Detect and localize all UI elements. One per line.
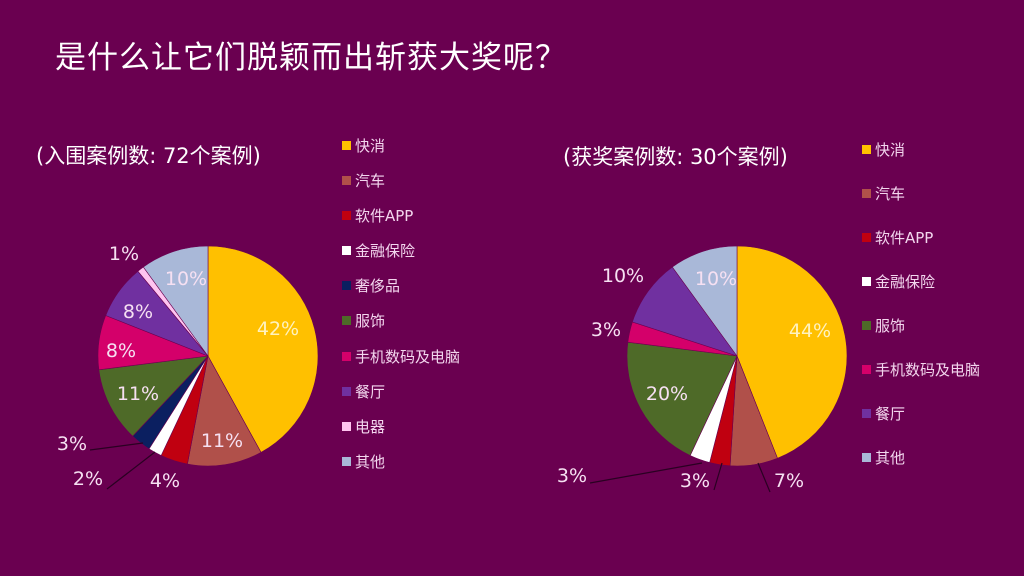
legend-label: 金融保险 [355, 242, 416, 261]
legend-item: 汽车 [862, 184, 980, 203]
legend-label: 金融保险 [875, 272, 936, 291]
data-label: 3% [57, 433, 87, 455]
data-label: 3% [591, 319, 621, 341]
legend-label: 电器 [355, 418, 386, 436]
legend-swatch [862, 320, 871, 330]
legend-swatch [862, 408, 871, 418]
pie-slice [207, 245, 319, 453]
legend-item: 餐厅 [862, 404, 980, 423]
data-label: 3% [680, 470, 710, 492]
legend-swatch [342, 140, 351, 150]
chart-2-legend: 快消汽车软件APP 金融保险服饰手机数码及电脑 餐厅其他 [862, 141, 980, 493]
legend-label: 汽车 [875, 184, 906, 203]
slide-title: 是什么让它们脱颖而出斩获大奖呢？ [55, 40, 567, 76]
legend-item: 快消 [342, 136, 460, 155]
legend-item: 软件APP [862, 228, 980, 247]
data-label: 44% [789, 320, 831, 342]
leader-line [89, 442, 144, 451]
legend-label: 餐厅 [355, 382, 386, 401]
legend-swatch [862, 364, 871, 374]
legend-item: 餐厅 [342, 382, 460, 401]
pie-slice [671, 245, 738, 357]
legend-swatch [342, 386, 351, 396]
legend-item: 金融保险 [862, 272, 980, 291]
legend-item: 快消 [862, 140, 980, 159]
data-label: 1% [109, 243, 139, 265]
data-label: 10% [165, 268, 207, 290]
data-label: 2% [73, 468, 103, 490]
legend-swatch [862, 232, 871, 242]
legend-item: 软件APP [342, 206, 460, 225]
legend-swatch [862, 452, 871, 462]
pie-slice [187, 355, 262, 467]
legend-swatch [862, 276, 871, 286]
legend-label: 快消 [875, 140, 906, 159]
data-label: 11% [117, 383, 159, 405]
pie-slice [626, 341, 738, 456]
legend-label: 其他 [355, 453, 386, 472]
leader-line [757, 462, 771, 493]
pie-slice [98, 355, 209, 437]
chart-2-title: (获奖案例数: 30个案例) [563, 145, 788, 169]
data-label: 8% [106, 340, 136, 362]
legend-swatch [342, 351, 351, 361]
data-label: 4% [150, 470, 180, 492]
legend-swatch [342, 316, 351, 326]
data-label: 10% [695, 268, 737, 290]
legend-swatch [342, 422, 351, 431]
data-label: 3% [557, 465, 587, 487]
leader-line [713, 462, 723, 491]
legend-label: 其他 [875, 448, 906, 467]
legend-swatch [342, 246, 351, 256]
legend-swatch [862, 144, 871, 154]
legend-swatch [342, 175, 351, 185]
legend-swatch [862, 188, 871, 198]
legend-label: 软件APP [355, 206, 414, 225]
legend-swatch [342, 457, 351, 467]
legend-label: 服饰 [355, 312, 386, 331]
legend-item: 汽车 [342, 171, 460, 190]
data-label: 10% [602, 265, 644, 287]
legend-item: 其他 [342, 453, 460, 472]
legend-label: 手机数码及电脑 [355, 347, 461, 366]
chart-1-title: (入围案例数: 72个案例) [36, 144, 261, 168]
data-label: 7% [774, 470, 804, 492]
legend-item: 电器 [342, 418, 460, 436]
legend-label: 奢侈品 [355, 277, 401, 296]
legend-swatch [342, 210, 351, 220]
legend-label: 软件APP [875, 228, 934, 247]
leader-line [589, 462, 703, 484]
data-label: 11% [201, 430, 243, 452]
pie-slice [142, 245, 209, 357]
legend-label: 快消 [355, 136, 386, 155]
data-label: 8% [123, 301, 153, 323]
legend-label: 餐厅 [875, 404, 906, 423]
legend-swatch [342, 281, 351, 291]
legend-item: 手机数码及电脑 [862, 360, 981, 379]
legend-item: 金融保险 [342, 242, 460, 261]
legend-item: 手机数码及电脑 [342, 347, 461, 366]
chart-1-legend: 快消汽车软件APP 金融保险奢侈品服饰手机数码及电脑 餐厅电器其他 [342, 137, 460, 489]
legend-item: 奢侈品 [342, 277, 460, 296]
data-label: 20% [646, 383, 688, 405]
legend-label: 汽车 [355, 171, 386, 190]
legend-item: 服饰 [862, 316, 980, 335]
pie-slice [736, 245, 848, 459]
data-label: 42% [257, 318, 299, 340]
legend-label: 手机数码及电脑 [875, 360, 981, 379]
legend-item: 服饰 [342, 312, 460, 331]
legend-item: 其他 [862, 448, 980, 467]
legend-label: 服饰 [875, 316, 906, 335]
leader-line [106, 451, 156, 490]
